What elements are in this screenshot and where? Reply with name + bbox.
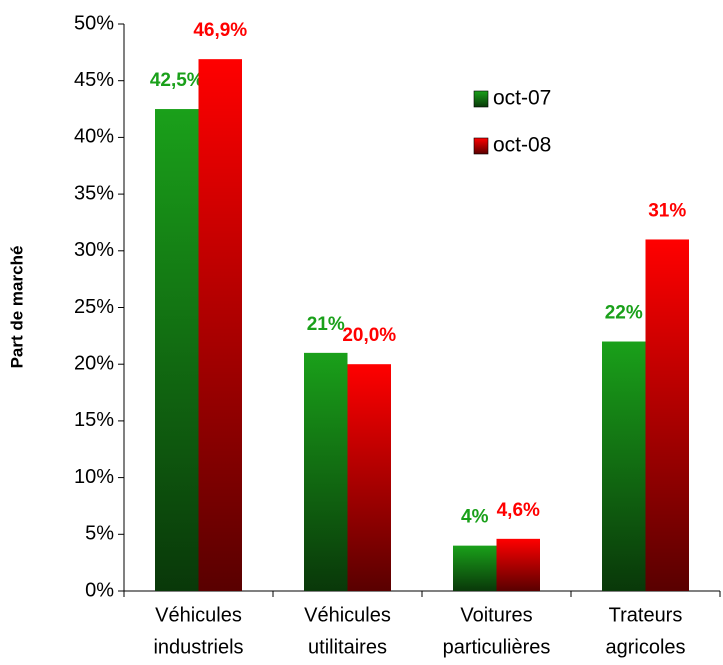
value-label: 31% — [648, 200, 686, 221]
value-label: 21% — [307, 314, 345, 335]
y-axis-title: Part de marché — [7, 246, 26, 369]
bar — [304, 352, 348, 591]
y-tick-label: 25% — [74, 296, 114, 318]
x-tick-label: agricoles — [605, 636, 685, 658]
y-tick-label: 30% — [74, 239, 114, 261]
y-tick-label: 45% — [74, 69, 114, 91]
y-tick-label: 35% — [74, 182, 114, 204]
bar — [347, 364, 391, 591]
bar — [198, 59, 242, 592]
x-tick-label: particulières — [443, 636, 551, 658]
x-tick-label: Trateurs — [609, 604, 683, 626]
value-label: 20,0% — [342, 325, 396, 346]
x-tick-label: Véhicules — [155, 604, 242, 626]
bar — [453, 545, 497, 591]
y-tick-label: 50% — [74, 12, 114, 34]
legend-label: oct-07 — [493, 87, 551, 110]
x-tick-label: industriels — [153, 636, 243, 658]
x-tick-label: Véhicules — [304, 604, 391, 626]
bar — [155, 109, 199, 592]
value-label: 42,5% — [150, 70, 204, 91]
value-label: 4,6% — [497, 500, 540, 521]
legend-swatch — [473, 90, 489, 108]
y-tick-label: 10% — [74, 466, 114, 488]
y-tick-label: 15% — [74, 409, 114, 431]
y-tick-label: 0% — [85, 579, 114, 601]
legend-label: oct-08 — [493, 134, 551, 157]
y-tick-label: 5% — [85, 523, 114, 545]
x-tick-label: utilitaires — [308, 636, 387, 658]
x-tick-label: Voitures — [460, 604, 532, 626]
bar — [645, 239, 689, 591]
value-label: 22% — [605, 303, 643, 324]
y-tick-label: 40% — [74, 126, 114, 148]
value-label: 4% — [461, 507, 489, 528]
y-tick-label: 20% — [74, 352, 114, 374]
legend-swatch — [473, 137, 489, 155]
bar — [602, 341, 646, 591]
bar — [496, 538, 540, 591]
value-label: 46,9% — [193, 20, 247, 41]
